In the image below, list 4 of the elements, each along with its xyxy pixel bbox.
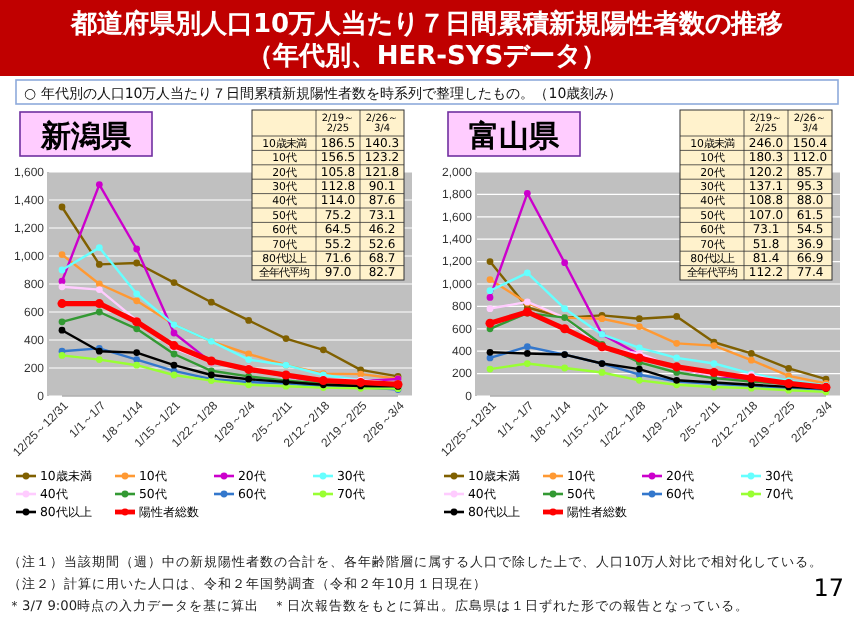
text: 17 — [813, 574, 844, 602]
chart-title: 富山県 — [469, 118, 561, 154]
chart-title: 新潟県 — [39, 118, 133, 154]
text: 都道府県別人口10万人当たり７日間累積新規陽性者数の推移（年代別、HER-SYSデータ） — [68, 8, 784, 72]
